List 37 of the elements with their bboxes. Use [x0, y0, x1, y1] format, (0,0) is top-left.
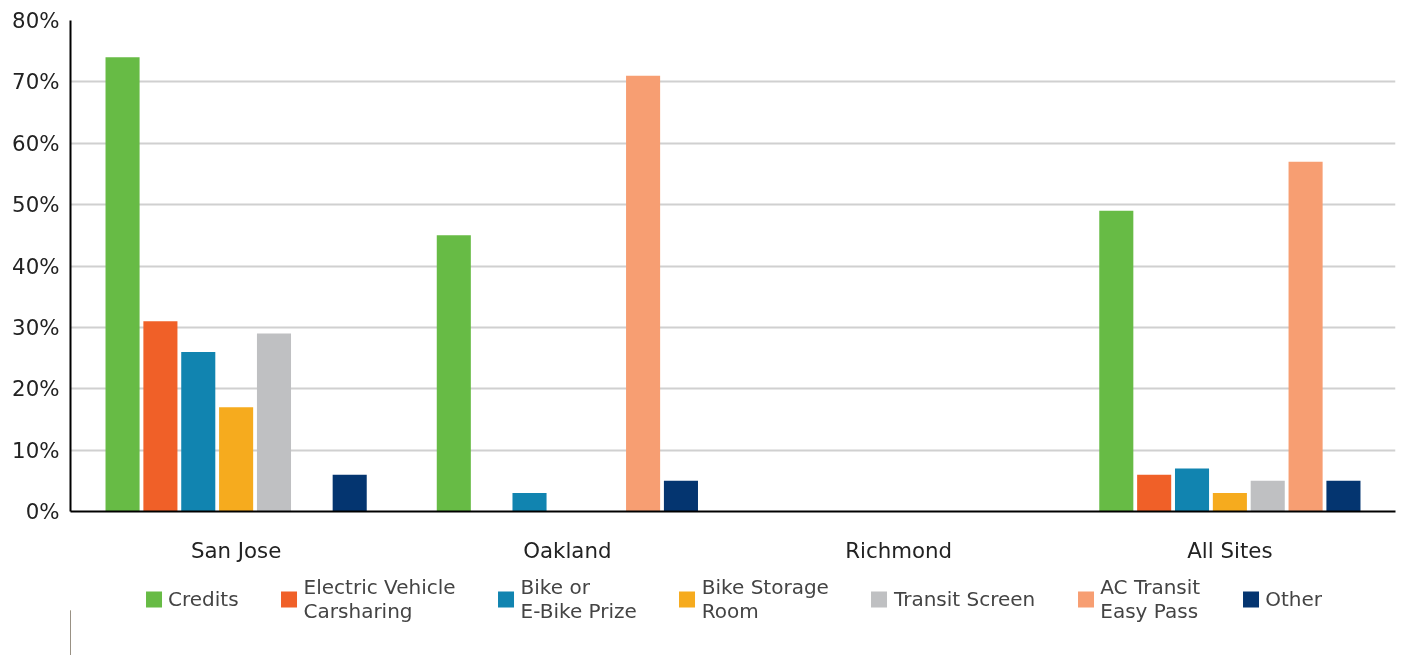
- legend-label: Bike or E-Bike Prize: [520, 575, 637, 623]
- y-tick-label: 0%: [25, 499, 60, 524]
- legend-label: Bike Storage Room: [701, 575, 829, 623]
- bar: [1174, 468, 1210, 512]
- bar: [626, 75, 661, 512]
- bar: [1099, 210, 1134, 512]
- legend-label: Electric Vehicle Carsharing: [303, 575, 456, 623]
- bar: [663, 480, 698, 512]
- y-tick-label: 20%: [12, 376, 60, 402]
- y-tick-label: 60%: [12, 130, 60, 156]
- bar: [181, 351, 216, 512]
- x-tick-label: Richmond: [845, 537, 953, 563]
- bar: [256, 333, 292, 512]
- bar: [1326, 480, 1361, 512]
- y-tick-label: 40%: [12, 253, 60, 279]
- legend-label: Transit Screen: [893, 587, 1036, 611]
- bar: [1250, 480, 1285, 512]
- y-tick-label: 30%: [12, 314, 60, 340]
- y-tick-label: 80%: [12, 8, 60, 33]
- x-tick-label: San Jose: [190, 537, 282, 563]
- bar: [512, 493, 547, 512]
- y-tick-label: 50%: [12, 192, 60, 218]
- legend-label: Credits: [168, 587, 239, 611]
- x-tick-label: Oakland: [523, 537, 612, 563]
- bar: [332, 474, 367, 512]
- bar: [219, 407, 254, 512]
- bar: [1137, 474, 1172, 512]
- bar: [1288, 161, 1323, 512]
- bar: [436, 235, 471, 512]
- y-tick-label: 70%: [12, 69, 60, 95]
- y-tick-label: 10%: [12, 437, 60, 463]
- legend-label: AC Transit Easy Pass: [1100, 575, 1201, 623]
- bar: [143, 321, 178, 512]
- bar: [1212, 493, 1247, 512]
- x-tick-label: All Sites: [1187, 537, 1273, 563]
- bar: [105, 57, 140, 512]
- legend-label: Other: [1265, 587, 1322, 611]
